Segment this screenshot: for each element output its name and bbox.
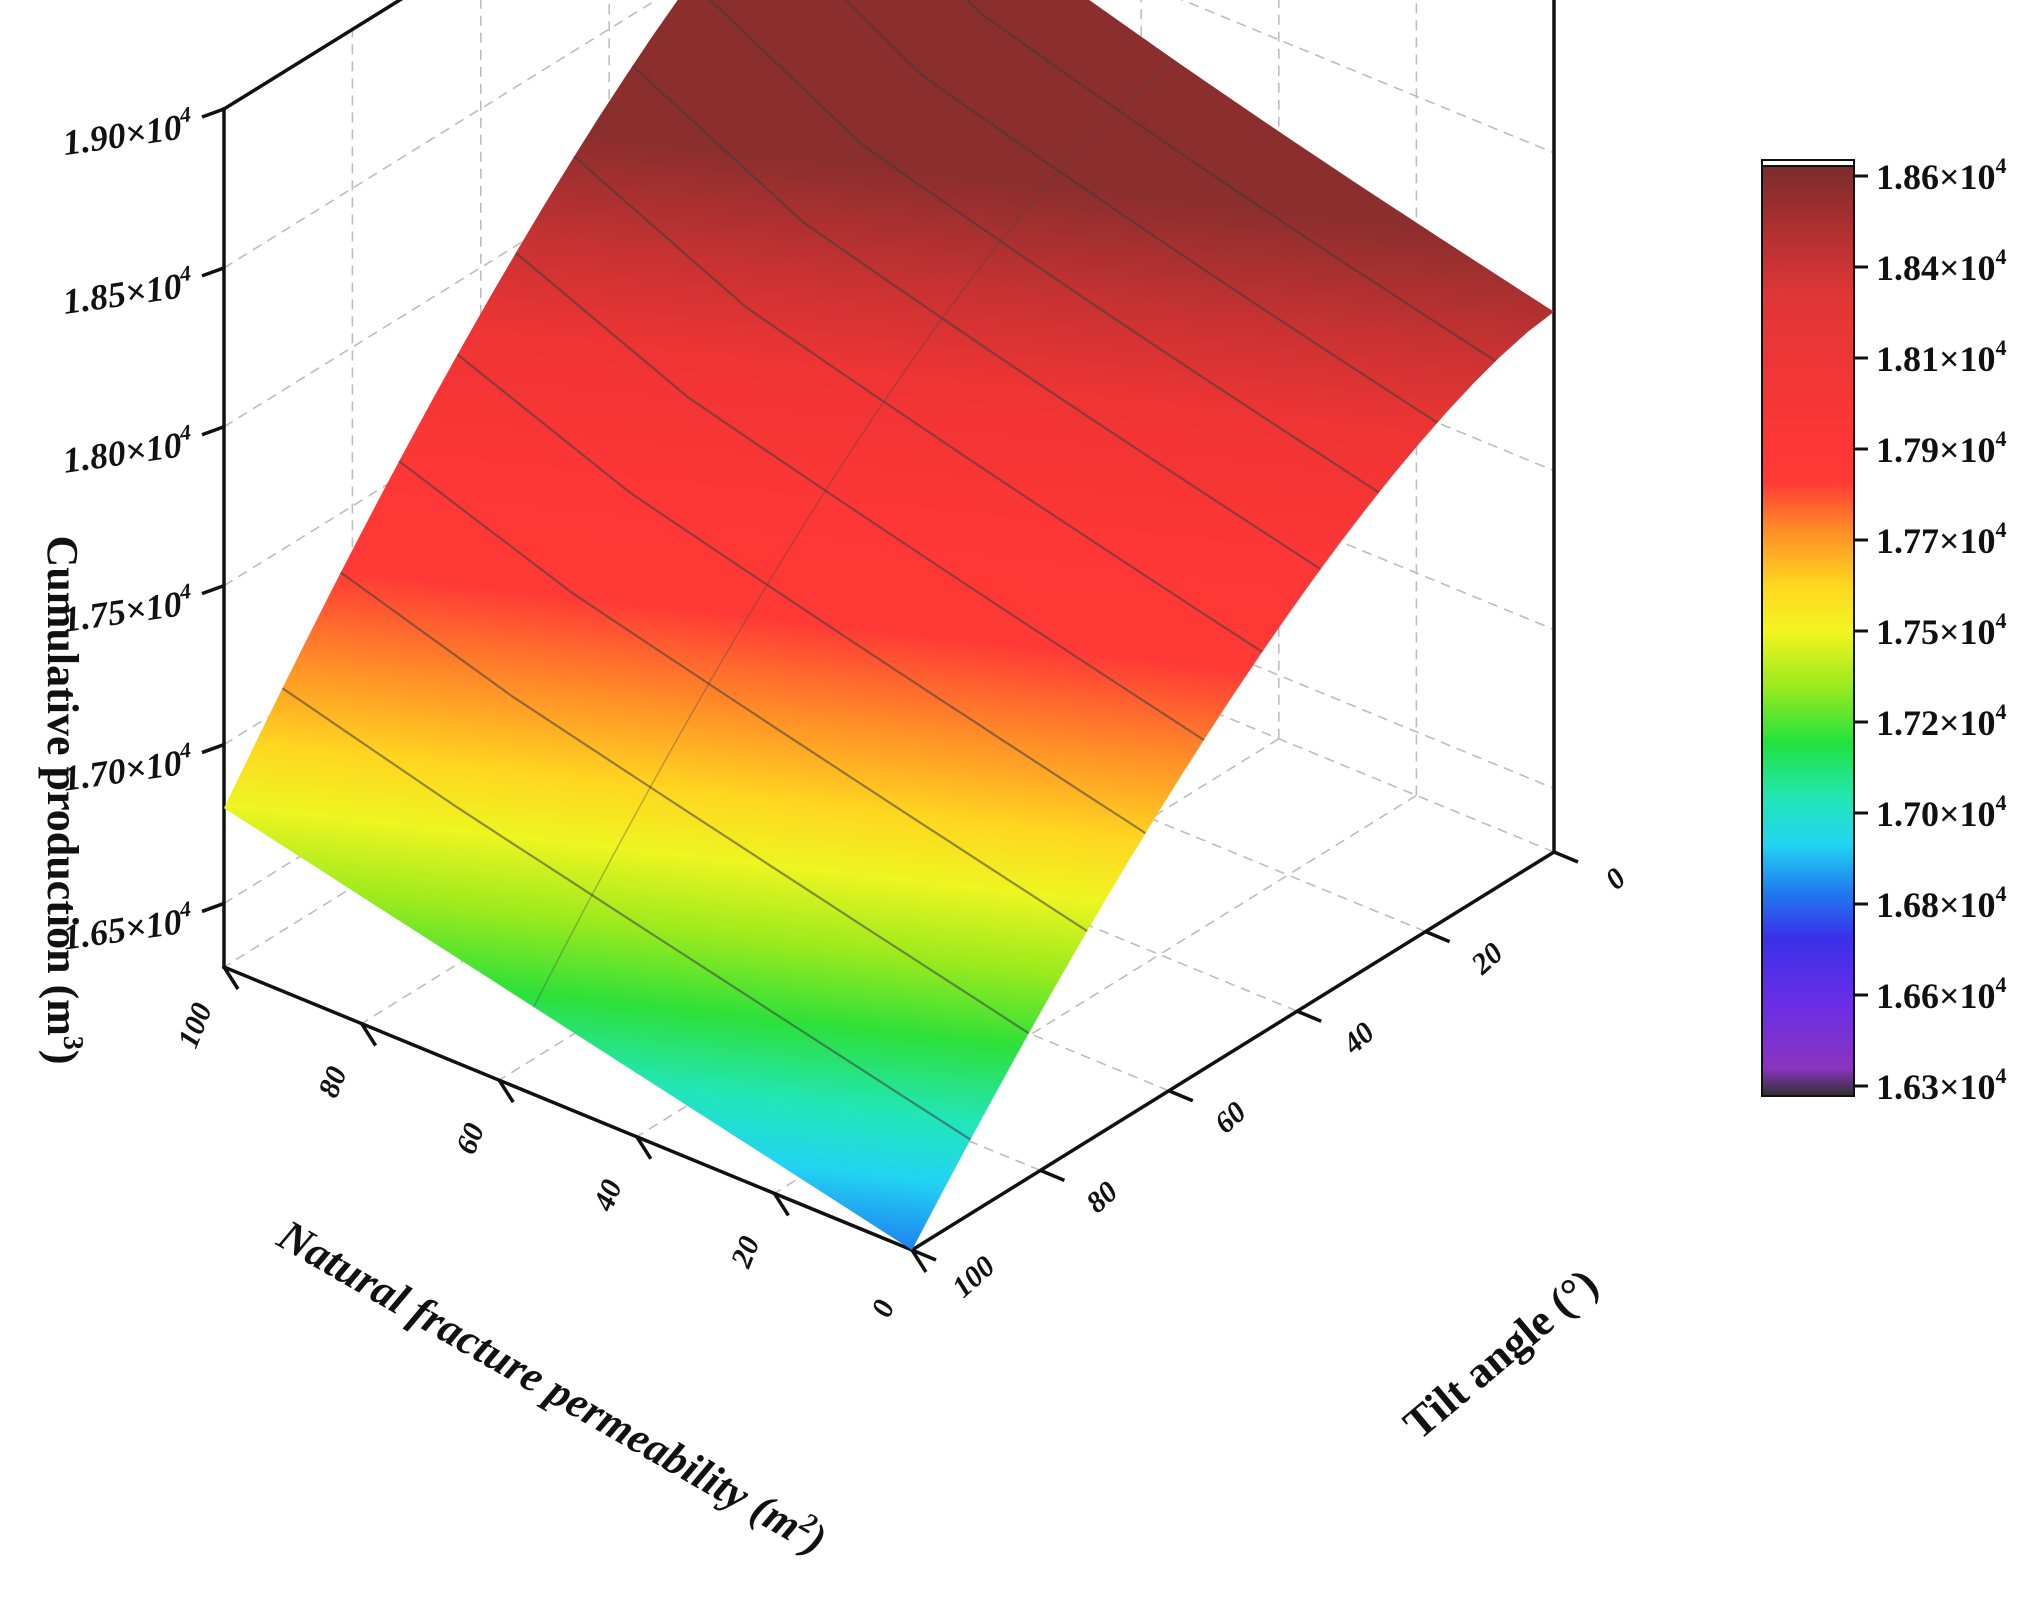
z-axis-title: Cumulative production (m3): [38, 536, 88, 1065]
contour-line: [708, 0, 1380, 494]
y-tick-label: 60: [1208, 1095, 1252, 1140]
y-tick-label: 80: [1080, 1175, 1124, 1220]
y-tick-label: 40: [1336, 1016, 1381, 1061]
x-tick-label: 80: [312, 1062, 354, 1102]
contour-line: [573, 155, 1263, 653]
contour-line: [631, 64, 1322, 571]
contour-line: [398, 460, 1088, 932]
y-tick-label: 0: [1599, 862, 1632, 897]
colorbar-tick-label: 1.81×104: [1876, 335, 2007, 379]
x-tick: [222, 966, 240, 990]
x-tick: [497, 1079, 515, 1104]
axis-box: [221, 0, 1557, 1253]
contour-line: [456, 353, 1147, 835]
y-tick: [1553, 850, 1579, 864]
x-tick-label: 40: [587, 1175, 629, 1216]
z-tick: [201, 266, 225, 278]
x-tick-label: 0: [865, 1295, 901, 1321]
contour-line: [340, 571, 1030, 1035]
colorbar-tick-label: 1.72×104: [1876, 699, 2007, 743]
x-tick: [360, 1022, 378, 1047]
colorbar-tick-label: 1.77×104: [1876, 517, 2007, 561]
contour-line: [515, 251, 1205, 741]
colorbar-tick-label: 1.79×104: [1876, 426, 2007, 470]
z-tick-label: 1.90×104: [60, 101, 195, 163]
y-tick: [1039, 1168, 1066, 1183]
x-tick: [772, 1192, 790, 1217]
contour-line: [281, 687, 971, 1141]
colorbar-gradient: [1761, 165, 1855, 1097]
colorbar-tick-label: 1.70×104: [1876, 790, 2007, 834]
y-tick: [1296, 1009, 1322, 1023]
z-tick: [201, 742, 225, 755]
y-tick-label: 20: [1464, 936, 1509, 981]
y-tick: [911, 1248, 937, 1262]
z-tick-label: 1.85×104: [60, 260, 195, 322]
z-tick-label: 1.80×104: [60, 419, 195, 481]
x-tick-label: 20: [724, 1232, 766, 1273]
contour-line: [532, 60, 1177, 1008]
x-tick: [910, 1249, 928, 1273]
box-edge: [221, 0, 404, 112]
contour-line: [965, 0, 1497, 363]
surface-patch: [224, 0, 1554, 1250]
box-edge: [221, 964, 915, 1253]
colorbar-tick-label: 1.86×104: [1876, 153, 2007, 197]
colorbar-tick-label: 1.75×104: [1876, 608, 2007, 652]
x-tick-label: 60: [449, 1119, 491, 1159]
colorbar-tick-label: 1.84×104: [1876, 244, 2007, 288]
y-tick: [1168, 1089, 1194, 1103]
y-tick-label: 100: [946, 1250, 1002, 1305]
z-tick: [201, 107, 225, 119]
colorbar-tick-label: 1.68×104: [1876, 881, 2007, 925]
x-tick: [635, 1135, 653, 1160]
x-tick-label: 100: [171, 998, 218, 1052]
y-tick: [1424, 929, 1451, 944]
z-tick: [201, 425, 225, 437]
colorbar-tick-label: 1.63×104: [1876, 1063, 2007, 1107]
z-tick: [201, 584, 225, 596]
contour-line: [844, 0, 1438, 424]
colorbar-tick-label: 1.66×104: [1876, 972, 2007, 1016]
z-tick: [201, 901, 225, 914]
colorbar: 1.86×104 1.84×104 1.81×104 1.79×104 1.77×104…: [1761, 153, 2007, 1107]
box-edge: [909, 849, 1557, 1253]
response-surface: [224, 0, 1554, 1250]
y-axis-title: Tilt angle (°): [1394, 1259, 1607, 1449]
